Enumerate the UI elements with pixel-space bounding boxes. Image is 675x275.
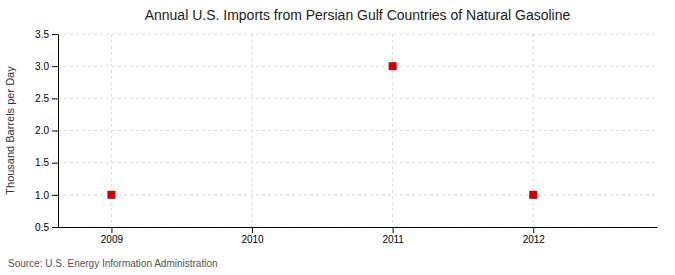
tick: 2011 <box>382 227 404 245</box>
tick: 2009 <box>101 227 124 245</box>
grid-line <box>58 66 657 67</box>
y-axis: 0.5 1.0 1.5 2.0 2.5 3.0 3.5 <box>35 29 58 233</box>
tick: 2.5 <box>35 93 58 104</box>
tick: 3.0 <box>35 61 58 72</box>
tick-label: 2.0 <box>35 125 49 136</box>
grid-line <box>58 162 657 163</box>
tick-mark <box>533 227 534 233</box>
tick: 2012 <box>523 227 546 245</box>
tick: 2010 <box>241 227 264 245</box>
tick-mark <box>52 34 58 35</box>
grid-line <box>58 227 657 228</box>
x-axis: 2009 2010 2011 2012 <box>59 227 658 245</box>
tick-label: 2011 <box>382 234 404 245</box>
tick-mark <box>52 131 58 132</box>
axis-line <box>59 227 658 228</box>
marks <box>107 62 537 199</box>
point <box>107 191 115 199</box>
axis-line <box>58 35 59 228</box>
point <box>529 191 537 199</box>
tick-label: 3.0 <box>35 61 49 72</box>
tick-label: 2.5 <box>35 93 49 104</box>
grid-line <box>58 130 657 131</box>
y-axis-title: Thousand Barrels per Day <box>4 66 16 195</box>
tick: 1.0 <box>35 190 58 201</box>
tick-mark <box>52 227 58 228</box>
tick-mark <box>52 195 58 196</box>
grid-line <box>58 34 657 35</box>
tick-label: 2012 <box>523 234 546 245</box>
grid-line <box>252 34 253 227</box>
tick-label: 1.0 <box>35 190 49 201</box>
tick-mark <box>111 227 112 233</box>
tick-label: 2009 <box>101 234 124 245</box>
tick-label: 3.5 <box>35 29 49 40</box>
title: Annual U.S. Imports from Persian Gulf Co… <box>145 7 571 23</box>
tick: 2.0 <box>35 125 58 136</box>
grid-line <box>58 194 657 195</box>
tick-mark <box>52 163 58 164</box>
tick: 0.5 <box>35 222 58 233</box>
grid <box>58 34 657 227</box>
tick: 3.5 <box>35 29 58 40</box>
tick: 1.5 <box>35 157 58 168</box>
point <box>389 62 397 70</box>
tick-label: 2010 <box>241 234 264 245</box>
chart: 2009 2010 2011 2012 0.5 1.0 1.5 2.0 2.5 3.0 3.5 Ann… <box>0 0 675 275</box>
grid-line <box>58 98 657 99</box>
tick-mark <box>52 98 58 99</box>
plot-area: 2009 2010 2011 2012 0.5 1.0 1.5 2.0 2.5 3.0 3.5 <box>35 29 657 245</box>
tick-label: 0.5 <box>35 222 49 233</box>
tick-mark <box>252 227 253 233</box>
tick-label: 1.5 <box>35 157 49 168</box>
annotation: Source: U.S. Energy Information Administ… <box>8 258 218 269</box>
tick-mark <box>393 227 394 233</box>
tick-mark <box>52 66 58 67</box>
